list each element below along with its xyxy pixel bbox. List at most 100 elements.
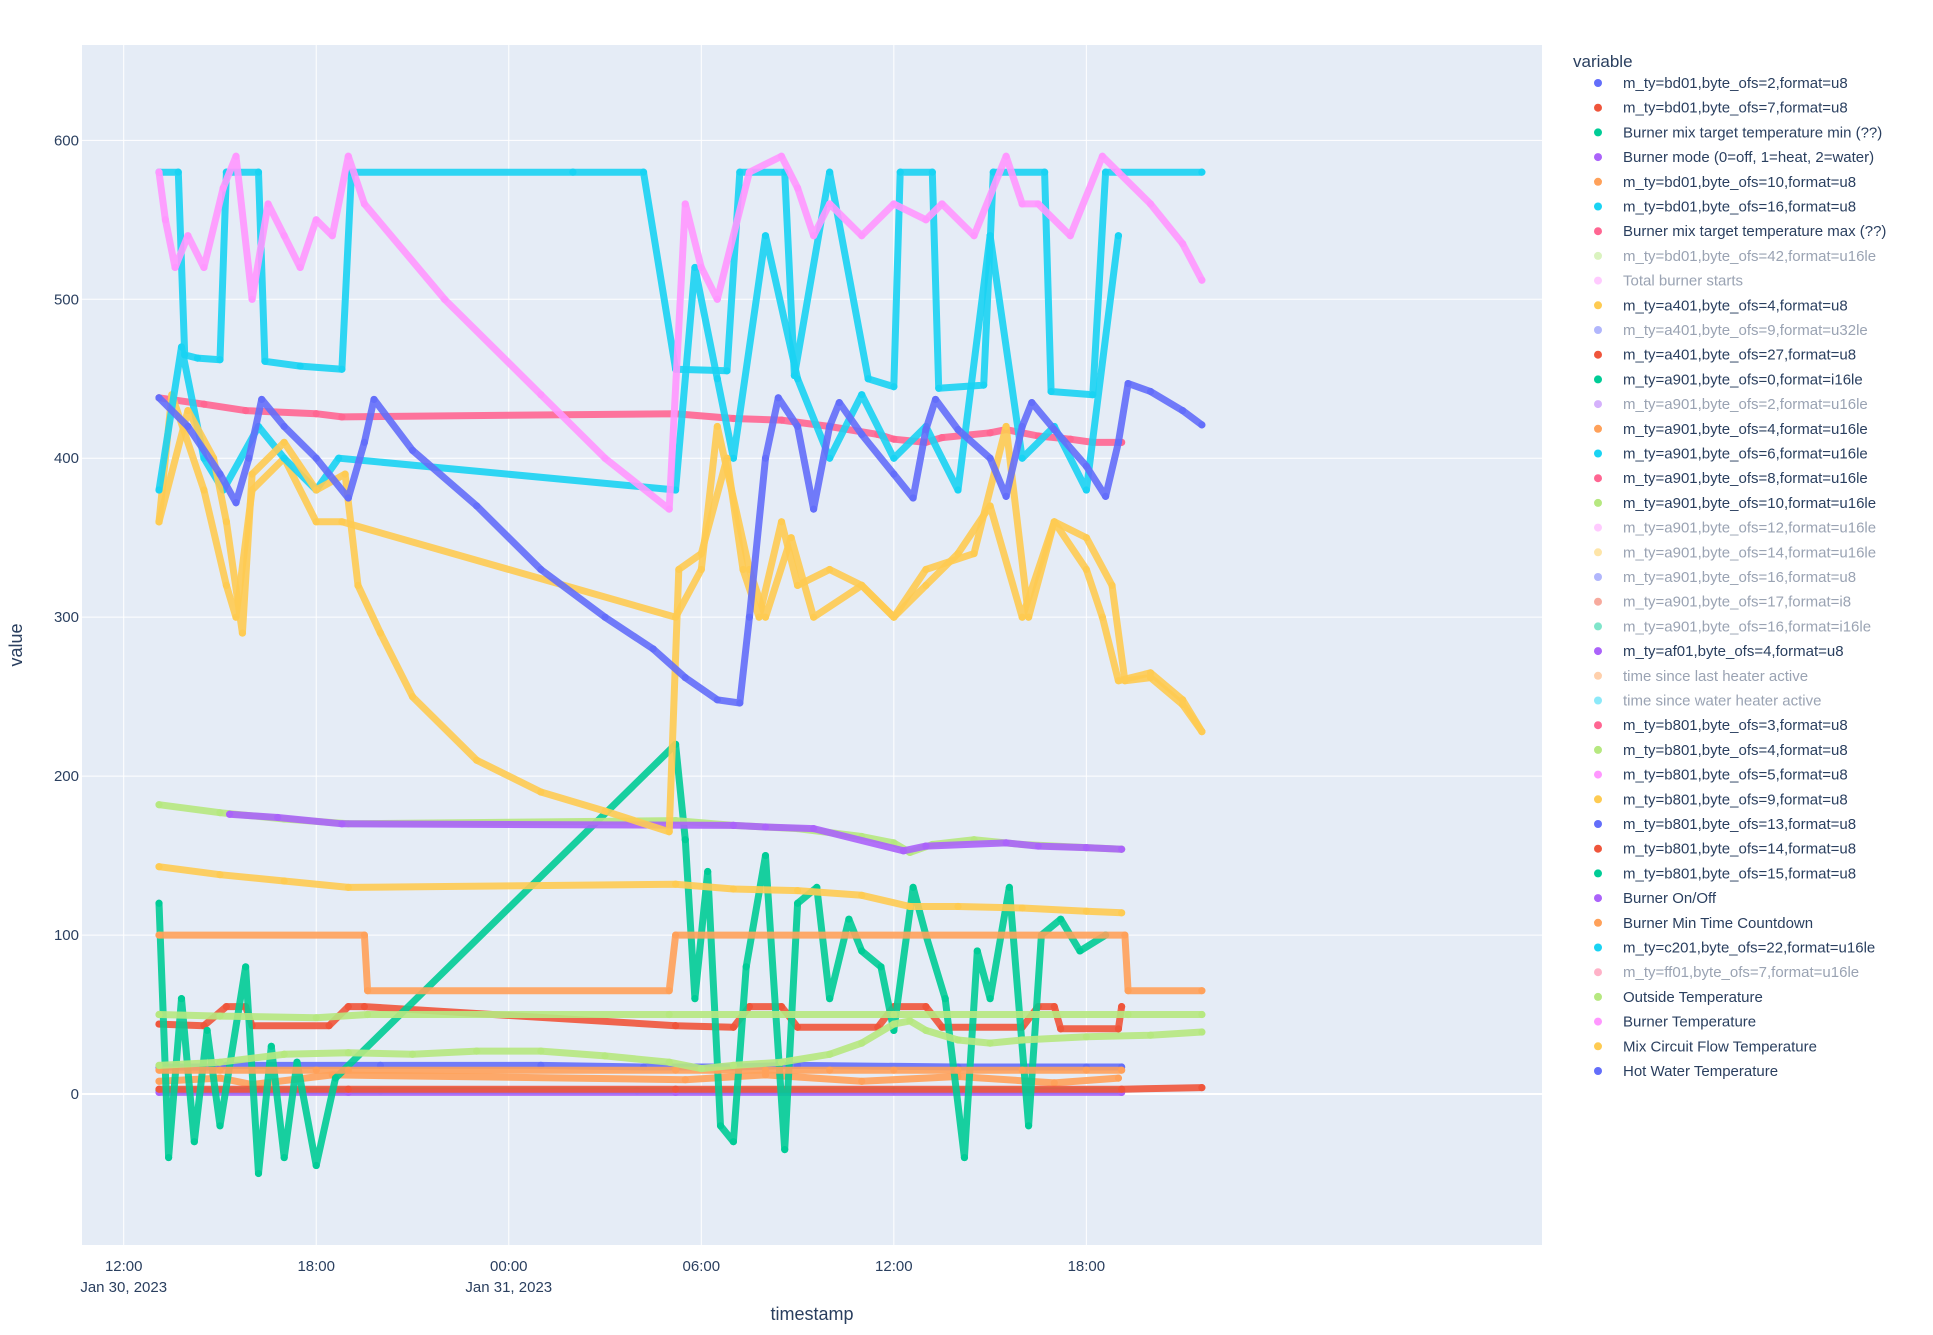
legend-item[interactable]: m_ty=a901,byte_ofs=17,format=i8 [1623,594,1851,611]
data-point [777,518,786,526]
legend-marker [1594,795,1602,804]
data-point [1121,931,1129,939]
legend-marker [1594,548,1602,557]
data-point [729,885,737,893]
data-point [408,693,417,701]
legend-item[interactable]: m_ty=a901,byte_ofs=2,format=u16le [1623,396,1868,413]
data-point [890,1066,898,1074]
data-point [171,263,179,272]
legend-item[interactable]: m_ty=ff01,byte_ofs=7,format=u16le [1623,964,1859,981]
legend-item[interactable]: time since water heater active [1623,693,1821,710]
legend-item[interactable]: m_ty=b801,byte_ofs=15,format=u8 [1623,865,1856,882]
legend-item[interactable]: m_ty=b801,byte_ofs=5,format=u8 [1623,767,1848,784]
legend-item[interactable]: m_ty=a901,byte_ofs=16,format=i16le [1623,618,1871,635]
legend-item[interactable]: m_ty=a901,byte_ofs=8,format=u16le [1623,470,1868,487]
data-point [280,877,288,885]
legend-item[interactable]: m_ty=c201,byte_ofs=22,format=u16le [1623,940,1875,957]
data-point [938,433,946,442]
data-point [729,821,737,829]
legend-item[interactable]: m_ty=a901,byte_ofs=16,format=u8 [1623,569,1856,586]
data-point [774,394,782,402]
data-point [826,454,834,462]
data-point [248,470,256,478]
data-point [697,263,705,272]
legend-item[interactable]: m_ty=a901,byte_ofs=12,format=u16le [1623,520,1876,537]
x-tick-label: 12:00 [105,1258,143,1275]
legend-item[interactable]: Burner mode (0=off, 1=heat, 2=water) [1623,149,1874,166]
legend-item[interactable]: Outside Temperature [1623,989,1763,1006]
data-point [986,995,994,1003]
data-point [296,263,304,272]
data-point [328,232,336,240]
data-point [370,395,378,404]
legend-marker [1594,177,1602,186]
legend-item[interactable]: m_ty=a901,byte_ofs=6,format=u16le [1623,446,1868,463]
data-point [1018,1066,1026,1074]
data-point [473,502,481,510]
legend-item[interactable]: m_ty=a901,byte_ofs=14,format=u16le [1623,544,1876,561]
legend-item[interactable]: m_ty=bd01,byte_ofs=7,format=u8 [1623,100,1848,117]
x-axis-ticks: 12:00 Jan 30, 2023 18:00 00:00 Jan 31, 2023 0… [80,1258,1105,1296]
data-point [1066,232,1074,240]
data-point [1179,240,1187,248]
legend-item[interactable]: m_ty=b801,byte_ofs=9,format=u8 [1623,791,1848,808]
legend-item[interactable]: Burner mix target temperature max (??) [1623,223,1886,240]
data-point [864,375,872,383]
data-point [155,863,163,871]
data-point [890,200,898,208]
data-point [267,1042,275,1050]
legend-marker [1594,844,1602,853]
legend-item[interactable]: Burner Temperature [1623,1014,1756,1031]
data-point [200,486,208,494]
legend-item[interactable]: Burner Min Time Countdown [1623,915,1813,932]
data-point [312,454,320,462]
data-point [1082,462,1090,470]
legend-item[interactable]: Burner On/Off [1623,890,1717,907]
legend-item[interactable]: m_ty=b801,byte_ofs=14,format=u8 [1623,841,1856,858]
legend-item[interactable]: m_ty=a401,byte_ofs=4,format=u8 [1623,297,1848,314]
data-point [335,454,343,462]
data-point [354,581,362,589]
data-point [954,1066,962,1074]
data-point [1082,565,1090,574]
legend-item[interactable]: time since last heater active [1623,668,1808,685]
data-point [1041,168,1049,176]
data-point [1124,987,1132,995]
data-point [408,1050,417,1058]
legend-item[interactable]: Total burner starts [1623,273,1743,290]
legend-item[interactable]: m_ty=a901,byte_ofs=0,format=i16le [1623,371,1863,388]
data-point [216,1074,224,1082]
data-point [1018,454,1026,462]
data-point [858,891,866,899]
legend-item[interactable]: Mix Circuit Flow Temperature [1623,1038,1817,1055]
legend-item[interactable]: m_ty=a401,byte_ofs=27,format=u8 [1623,347,1856,364]
data-point [761,823,770,831]
data-point [826,1066,834,1074]
data-point [858,232,866,240]
data-point [954,1036,962,1044]
data-point [226,810,234,818]
data-point [1018,1036,1026,1044]
data-point [344,494,352,502]
legend-item[interactable]: m_ty=a901,byte_ofs=10,format=u16le [1623,495,1876,512]
legend-item[interactable]: m_ty=af01,byte_ofs=4,format=u8 [1623,643,1844,660]
data-point [931,395,940,404]
legend-item[interactable]: m_ty=a901,byte_ofs=4,format=u16le [1623,421,1868,438]
data-point [986,429,994,437]
data-point [155,1010,163,1019]
legend-item[interactable]: m_ty=bd01,byte_ofs=2,format=u8 [1623,75,1848,92]
legend-item[interactable]: m_ty=b801,byte_ofs=13,format=u8 [1623,816,1856,833]
legend-item[interactable]: Hot Water Temperature [1623,1063,1778,1080]
data-point [222,581,230,589]
data-point [1198,421,1206,429]
legend-item[interactable]: Burner mix target temperature min (??) [1623,124,1882,141]
series-23 [226,810,1126,855]
legend-item[interactable]: m_ty=bd01,byte_ofs=10,format=u8 [1623,174,1856,191]
legend-item[interactable]: m_ty=b801,byte_ofs=3,format=u8 [1623,717,1848,734]
data-point [1146,387,1155,396]
legend-item[interactable]: m_ty=bd01,byte_ofs=16,format=u8 [1623,199,1856,216]
legend-item[interactable]: m_ty=b801,byte_ofs=4,format=u8 [1623,742,1848,759]
legend-item[interactable]: m_ty=bd01,byte_ofs=42,format=u16le [1623,248,1876,265]
data-point [331,1074,340,1082]
legend-item[interactable]: m_ty=a401,byte_ofs=9,format=u32le [1623,322,1868,339]
